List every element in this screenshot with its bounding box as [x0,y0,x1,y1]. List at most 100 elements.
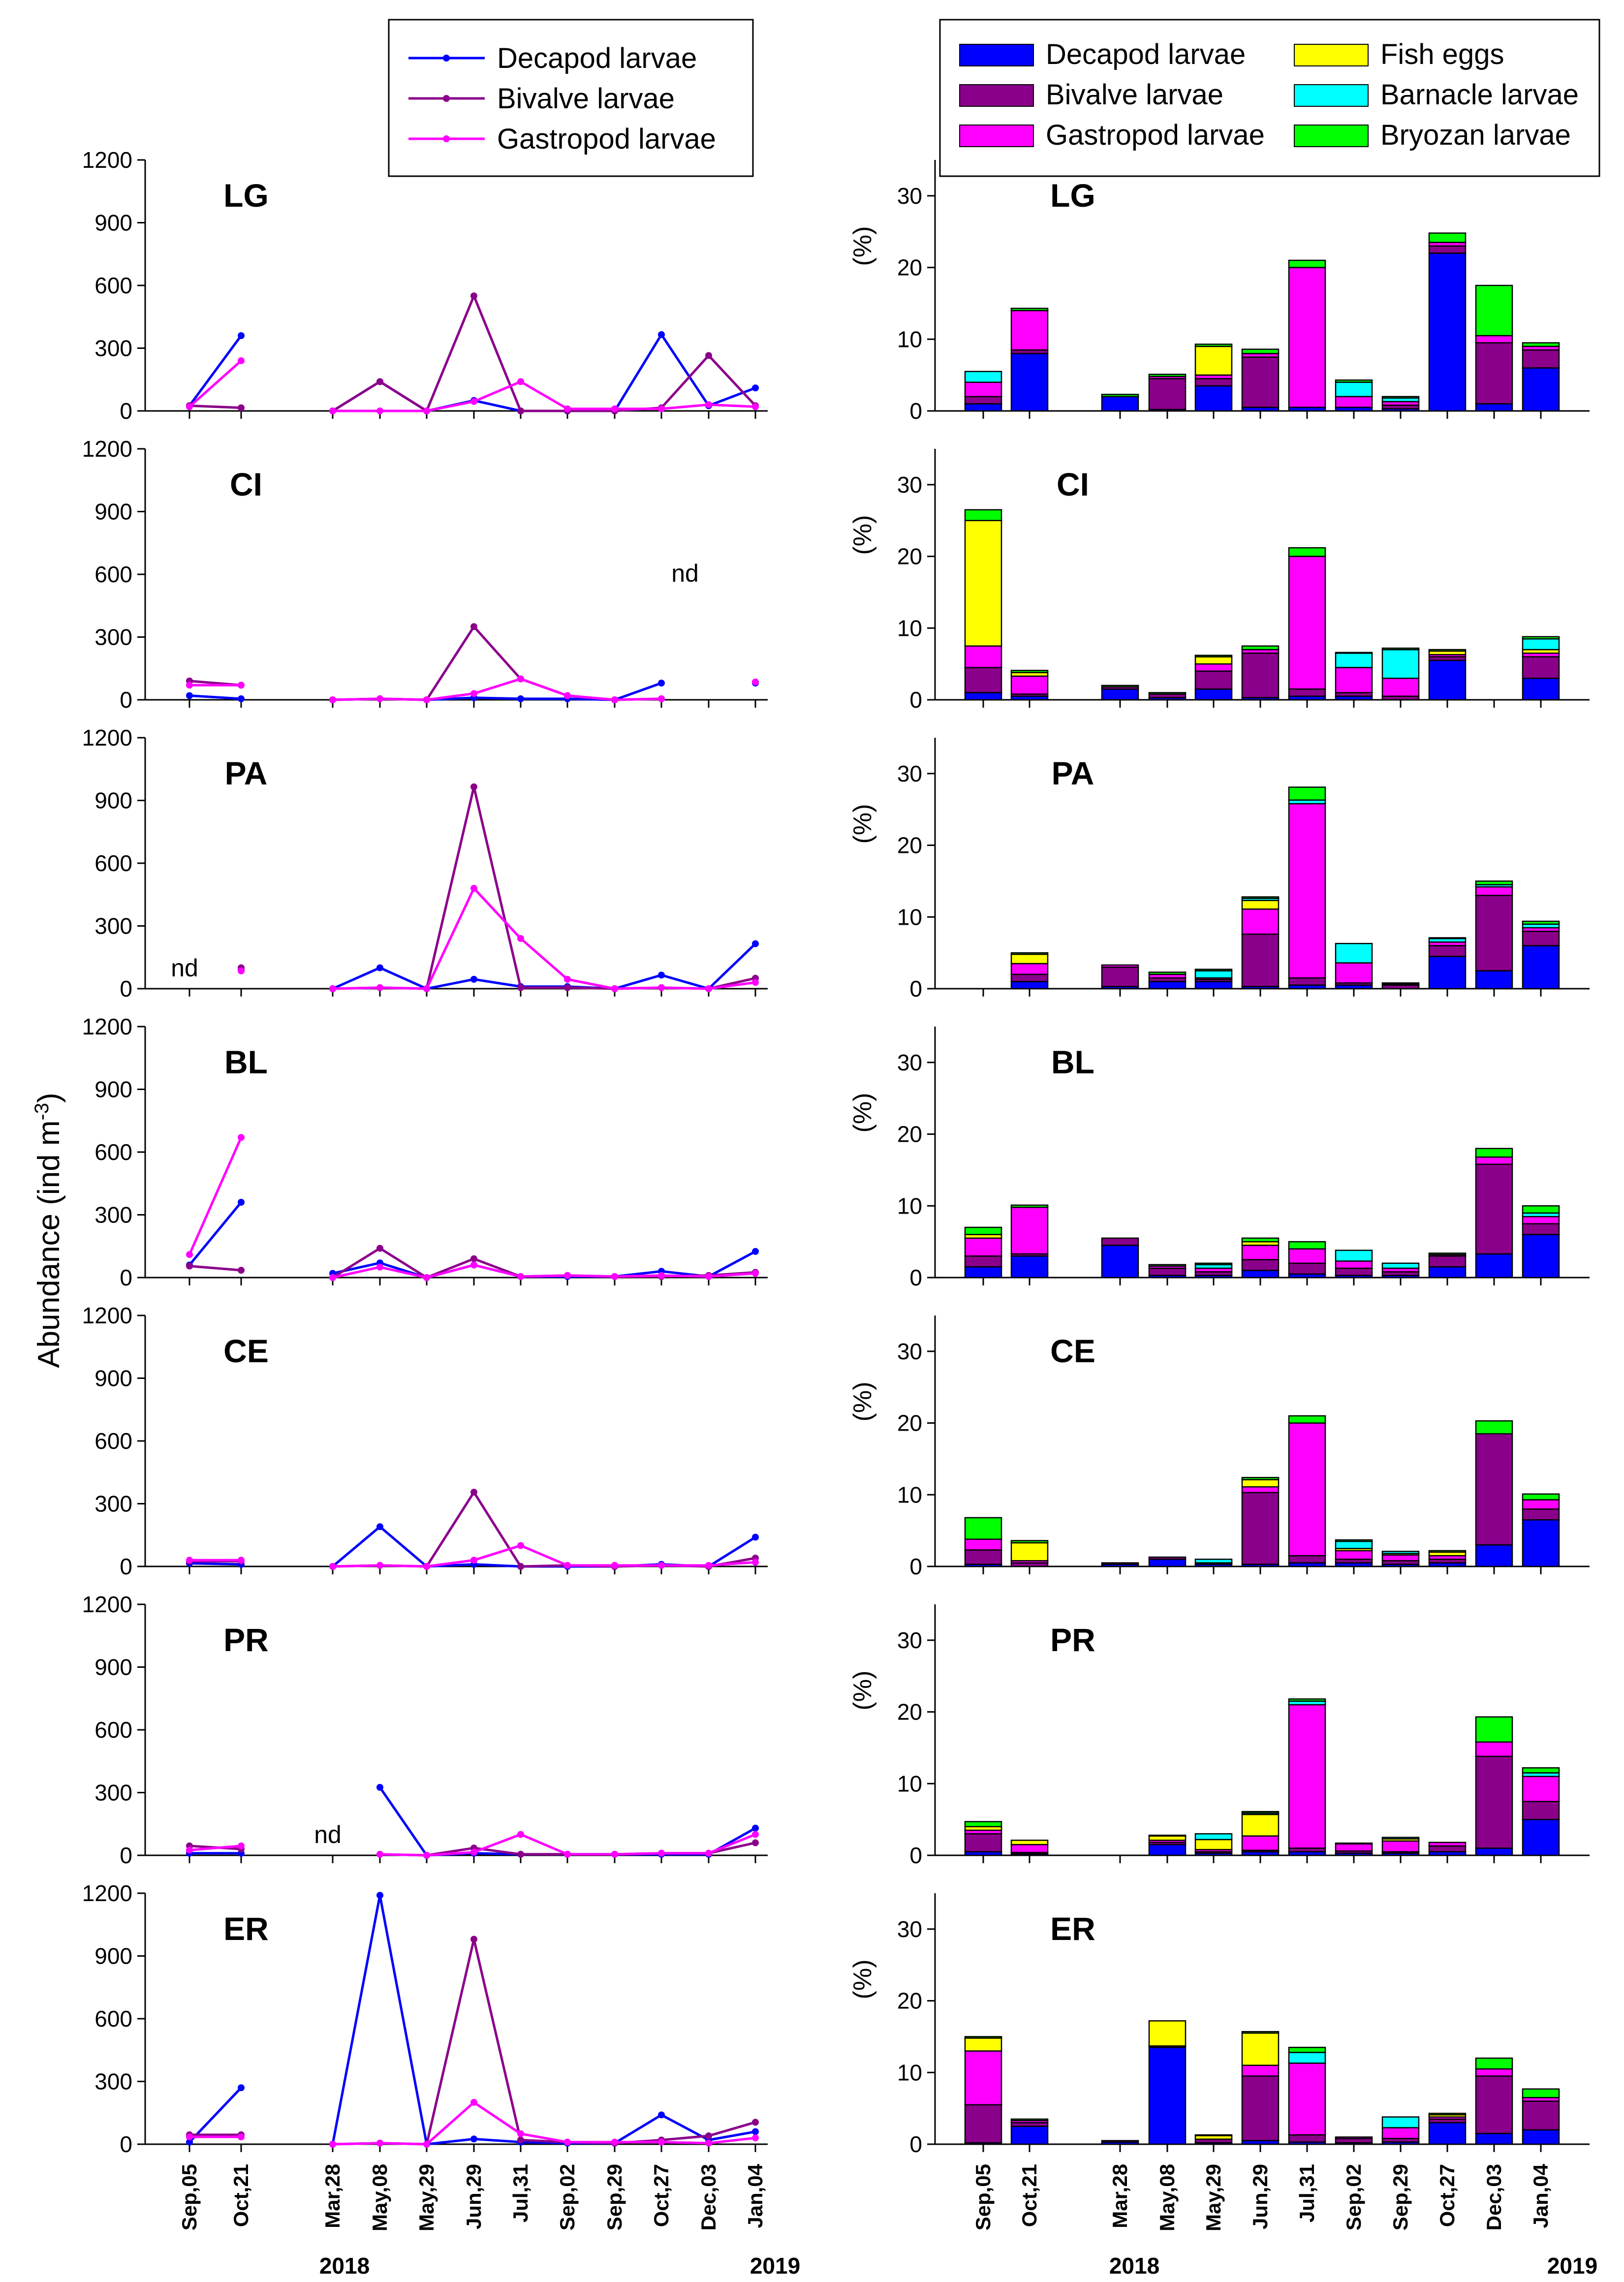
line-year-label-2018: 2018 [319,2253,370,2279]
bar-segment [1335,396,1373,408]
data-point [423,1563,430,1570]
bar-segment [1288,556,1326,690]
bar-segment [1288,1698,1326,1702]
bar-panel-site-label: CI [1057,466,1089,502]
left-y-axis-label-superscript: -3 [31,1103,53,1121]
line-legend-label: Decapod larvae [497,42,697,74]
bar-segment [1381,396,1420,399]
line-x-tick-label: Sep,29 [603,2164,626,2230]
data-point [238,1199,245,1206]
data-point [752,403,759,410]
data-point [238,1134,245,1141]
bar-segment [1241,1270,1280,1279]
bar-legend-swatch [1294,84,1369,107]
data-point [376,1892,383,1899]
data-point [611,1562,618,1569]
bar-y-tick-label: 0 [909,687,922,713]
line-y-tick-label: 900 [94,1366,132,1391]
bar-segment [1288,1262,1326,1275]
line-y-tick-label: 0 [120,398,132,424]
data-point [470,398,477,405]
bar-y-axis-label: (%) [848,1960,877,2000]
line-y-tick-label: 600 [94,1139,132,1165]
data-point [705,352,712,359]
nd-annotation: nd [171,954,198,982]
data-point [186,403,193,410]
line-y-tick-label: 1200 [82,1014,132,1039]
data-point [752,1839,759,1846]
data-point [470,690,477,697]
data-point [186,1251,193,1258]
bar-segment [964,1255,1002,1268]
bar-segment [1010,973,1049,982]
bar-legend-label: Gastropod larvae [1046,119,1265,151]
bar-segment [1335,962,1373,984]
data-point [423,985,430,992]
bar-x-tick-label: May,29 [1202,2164,1225,2231]
bar-segment [964,520,1002,647]
data-point [752,2134,759,2142]
line-panel-site-label: LG [223,177,269,214]
data-point [186,1846,193,1854]
bar-segment [1241,348,1280,354]
data-point [376,378,383,385]
panel-pa: 0 300 600 900 1200 PA nd 0 10 20 30 (%) PA [82,725,1590,1001]
bar-segment [1288,688,1326,697]
bar-segment [1148,692,1187,695]
bar-segment [1475,403,1513,412]
bar-segment [1522,342,1560,347]
bar-segment [964,403,1002,412]
panel-lg: 0 300 600 900 1200 LG 0 10 20 30 (%) LG [82,147,1590,424]
bar-x-tick-label: Sep,05 [971,2164,995,2230]
bar-segment [1241,653,1280,698]
bar-segment [1381,649,1420,679]
series-line [332,292,756,413]
data-point [517,695,524,702]
data-point [752,1831,759,1838]
panel-bl: 0 300 600 900 1200 BL 0 10 20 30 (%) BL [82,1014,1590,1290]
bar-segment [1475,1148,1513,1158]
line-x-tick-label: Dec,03 [697,2164,720,2230]
bar-segment [1475,284,1513,337]
bar-segment [1010,310,1049,351]
line-y-tick-label: 300 [94,2069,132,2094]
bar-segment [1101,1237,1139,1246]
bar-segment [964,2037,1002,2052]
data-point [470,1489,477,1496]
line-panel-site-label: CE [223,1333,269,1369]
series-line [332,1247,756,1279]
line-y-tick-label: 600 [94,1428,132,1454]
bar-legend-swatch [959,125,1034,147]
bar-y-tick-label: 10 [897,904,922,930]
data-point [611,1273,618,1280]
line-y-tick-label: 900 [94,1077,132,1102]
data-point [517,675,524,683]
bar-y-axis-label: (%) [848,1093,877,1133]
bar-segment [1288,1422,1326,1557]
bar-segment [1148,1556,1187,1560]
data-point [238,695,245,702]
line-x-tick-label: Sep,02 [556,2164,579,2230]
bar-segment [1288,2052,1326,2064]
bar-segment [1241,1811,1280,1814]
series-line [188,335,243,406]
data-point [329,985,336,992]
line-y-tick-label: 300 [94,1202,132,1228]
panel-ce: 0 300 600 900 1200 CE 0 10 20 30 (%) CE [82,1303,1590,1579]
line-y-tick-label: 1200 [82,1303,132,1328]
bar-segment [1428,1550,1467,1553]
bar-segment [1241,1813,1280,1837]
line-y-tick-label: 600 [94,2006,132,2032]
data-point [564,405,571,412]
bar-segment [1381,1837,1420,1840]
bar-segment [1010,2126,1049,2145]
bar-segment [1475,1847,1513,1856]
bar-x-tick-label: Mar,28 [1108,2164,1131,2228]
bar-segment [1522,1818,1560,1856]
line-panel-site-label: CI [230,466,262,502]
bar-segment [1288,977,1326,986]
bar-y-tick-label: 0 [909,976,922,1001]
bar-segment [1522,1234,1560,1279]
line-legend-label: Bivalve larvae [497,83,675,115]
bar-segment [1381,678,1420,697]
